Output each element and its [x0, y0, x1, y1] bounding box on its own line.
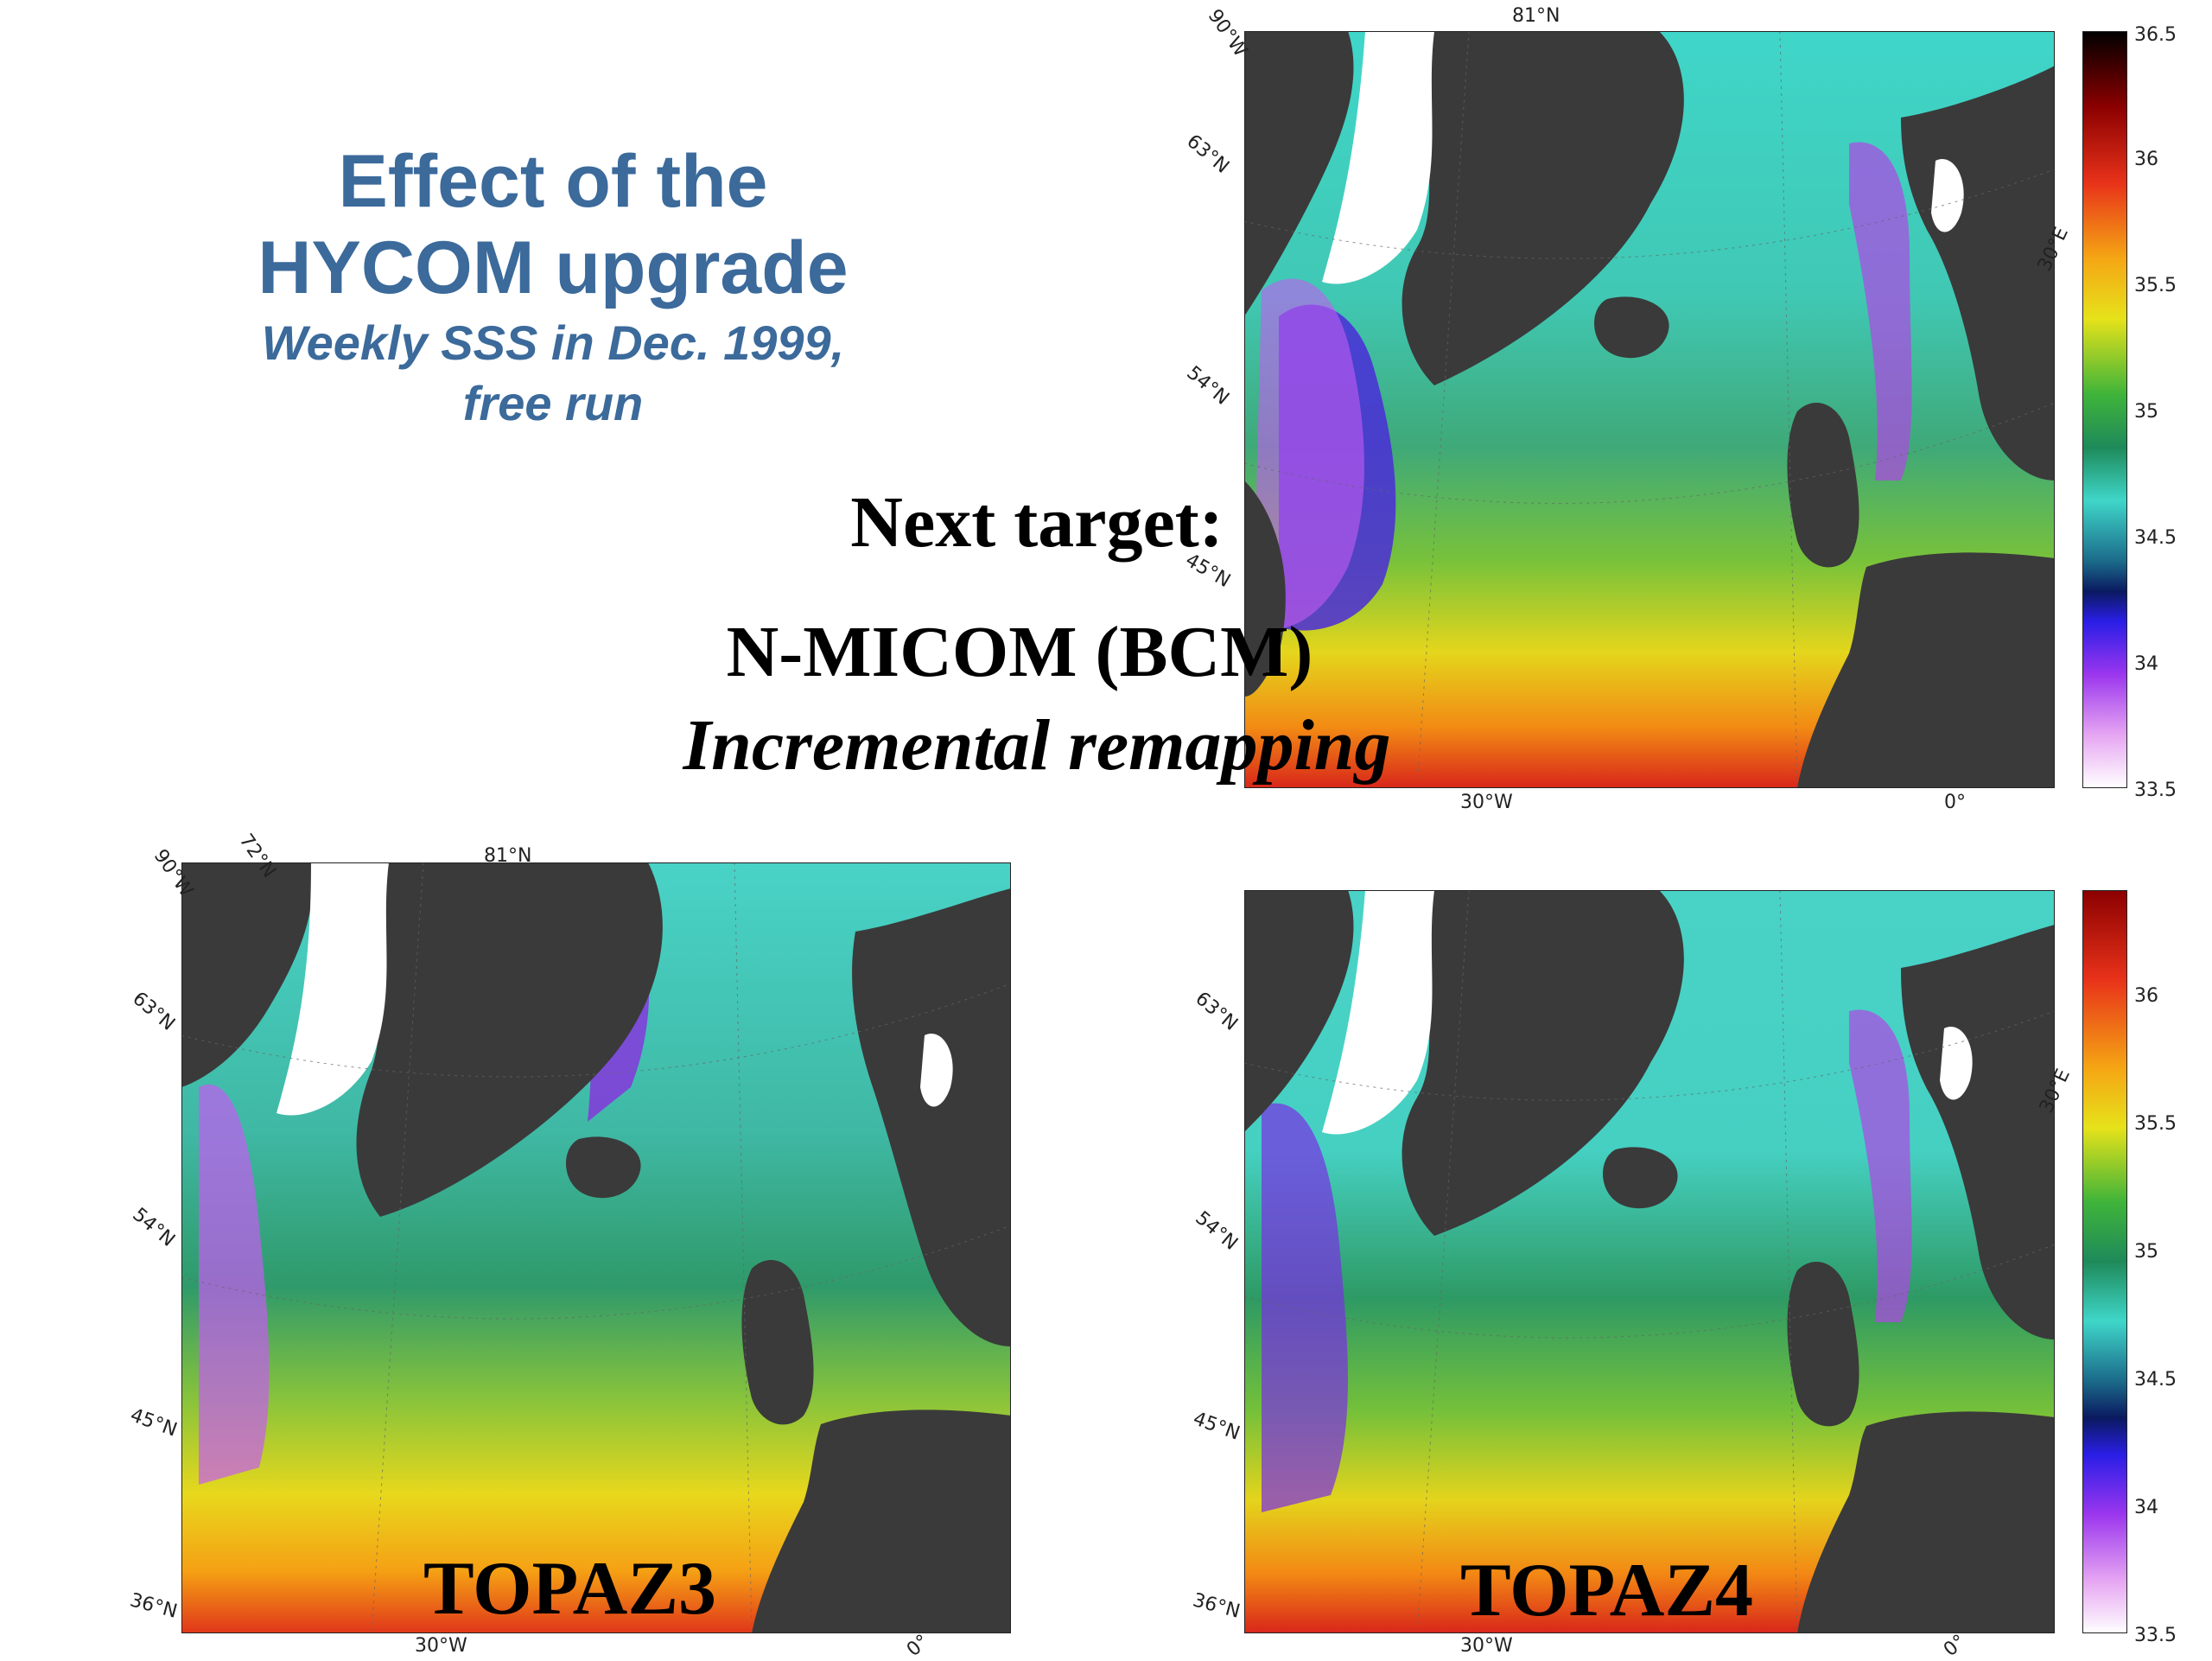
bottom-colorbar-tick-4: 34	[2134, 1497, 2158, 1518]
topaz3-panel-name: TOPAZ3	[423, 1547, 717, 1631]
bottom-colorbar: 36 35.5 35 34.5 34 33.5	[2082, 889, 2177, 1646]
topaz4-lon-0-label: 0°	[1939, 1630, 1971, 1661]
bottom-colorbar-tick-1: 35.5	[2134, 1113, 2177, 1135]
topaz3-sss-map	[181, 862, 1012, 1634]
top-colorbar-tick-6: 33.5	[2134, 780, 2177, 801]
bottom-colorbar-tick-2: 35	[2134, 1241, 2158, 1263]
top-lon-81n-label: 81°N	[1512, 5, 1560, 27]
top-colorbar-tick-2: 35.5	[2134, 275, 2177, 296]
bottom-colorbar-tick-5: 33.5	[2134, 1625, 2177, 1646]
top-sss-map	[1243, 30, 2056, 789]
topaz3-lon-30w-label: 30°W	[415, 1635, 467, 1657]
top-map-panel: 63°N 54°N 45°N 90°W 81°N 30°W 0° 30°E	[1181, 5, 2072, 813]
top-colorbar-gradient	[2082, 30, 2128, 789]
slide-subtitle-line1: Weekly SSS in Dec. 1999,	[261, 315, 845, 370]
topaz3-lat-36-label: 36°N	[127, 1589, 180, 1623]
topaz4-lat-45-label: 45°N	[1190, 1408, 1243, 1445]
slide-title: Effect of the HYCOM upgrade	[156, 138, 950, 311]
top-lon-0-label: 0°	[1944, 792, 1966, 813]
topaz3-lat-63-label: 63°N	[128, 988, 180, 1035]
topaz4-panel-name: TOPAZ4	[1460, 1549, 1754, 1632]
top-colorbar-tick-5: 34	[2134, 653, 2158, 675]
topaz4-lat-54-label: 54°N	[1191, 1207, 1243, 1255]
bottom-colorbar-gradient	[2082, 889, 2128, 1634]
top-colorbar-tick-4: 34.5	[2134, 527, 2177, 549]
top-colorbar-tick-1: 36	[2134, 149, 2158, 170]
slide-subtitle-line2: free run	[462, 376, 644, 430]
topaz4-lat-36-label: 36°N	[1190, 1589, 1243, 1623]
top-lat-54-label: 54°N	[1182, 362, 1234, 410]
topaz4-lat-63-label: 63°N	[1191, 988, 1243, 1035]
top-colorbar-tick-0: 36.5	[2134, 24, 2177, 46]
topaz3-lat-54-label: 54°N	[128, 1204, 180, 1251]
topaz4-map-panel: 63°N 54°N 45°N 36°N 30°W 0° 30°E TOPAZ4	[1190, 889, 2075, 1661]
method-label: Incremental remapping	[683, 705, 1391, 786]
topaz3-map-panel: 63°N 54°N 45°N 36°N 90°W 72°N 81°N 30°W …	[127, 830, 1012, 1661]
bottom-colorbar-tick-0: 36	[2134, 985, 2158, 1007]
topaz3-lon-81n-label: 81°N	[484, 845, 532, 867]
bottom-colorbar-tick-3: 34.5	[2134, 1369, 2177, 1391]
model-name-label: N-MICOM (BCM)	[726, 612, 1313, 692]
top-lat-63-label: 63°N	[1182, 130, 1234, 178]
slide-title-line2: HYCOM upgrade	[257, 226, 849, 309]
top-lon-30w-label: 30°W	[1460, 792, 1513, 813]
slide-title-line1: Effect of the	[338, 140, 768, 223]
top-colorbar-tick-3: 35	[2134, 401, 2158, 423]
topaz4-sss-map	[1243, 889, 2056, 1634]
topaz3-lat-45-label: 45°N	[127, 1404, 181, 1441]
topaz3-lon-0-label: 0°	[902, 1630, 934, 1661]
next-target-label: Next target:	[850, 482, 1224, 563]
slide-subtitle: Weekly SSS in Dec. 1999, free run	[156, 313, 950, 434]
top-colorbar: 36.5 36 35.5 35 34.5 34 33.5	[2082, 24, 2177, 801]
topaz4-lon-30w-label: 30°W	[1460, 1635, 1513, 1657]
